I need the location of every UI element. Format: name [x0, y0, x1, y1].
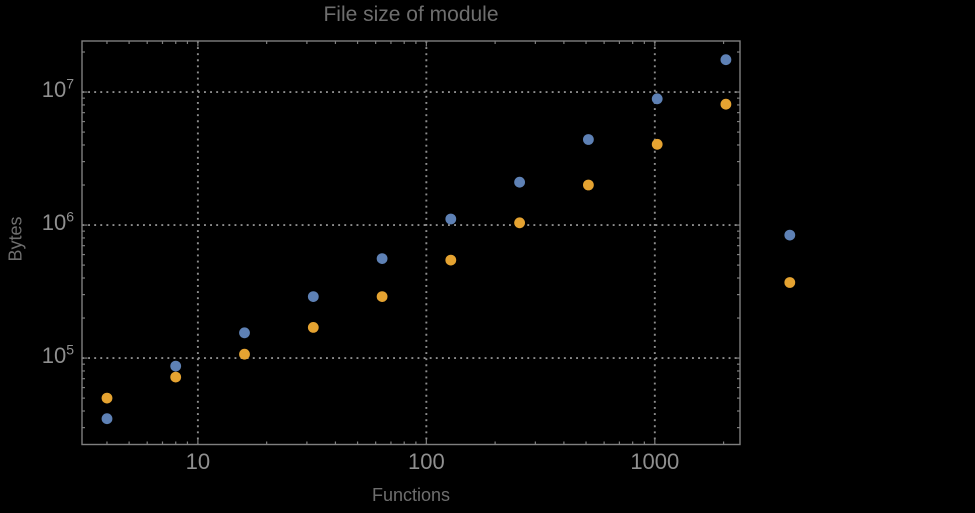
y-tick-label: 106 — [41, 208, 74, 236]
data-point-blue — [101, 413, 113, 425]
data-point-orange — [307, 322, 319, 333]
data-point-blue — [307, 291, 319, 302]
data-point-orange — [583, 179, 594, 191]
data-point-blue — [376, 253, 388, 264]
data-point-blue — [514, 176, 525, 188]
plot-frame — [81, 40, 741, 446]
data-point-blue — [170, 360, 182, 372]
data-point-blue — [784, 229, 796, 241]
data-point-orange — [784, 277, 796, 288]
data-point-orange — [101, 392, 113, 404]
x-tick-label: 10 — [185, 449, 211, 474]
x-axis-label: Functions — [371, 485, 451, 505]
data-point-orange — [651, 138, 663, 150]
y-tick-label: 105 — [41, 341, 74, 369]
data-point-blue — [651, 93, 663, 105]
data-point-orange — [445, 254, 457, 266]
data-point-orange — [720, 98, 732, 110]
data-point-orange — [239, 348, 250, 360]
data-point-blue — [720, 54, 732, 66]
x-tick-label: 1000 — [630, 449, 680, 474]
y-tick-label: 107 — [41, 75, 74, 103]
chart-title: File size of module — [323, 3, 499, 26]
data-point-blue — [239, 327, 250, 339]
data-point-blue — [445, 213, 457, 225]
data-point-blue — [583, 134, 594, 145]
data-point-orange — [514, 217, 525, 229]
data-point-orange — [376, 291, 388, 302]
data-point-orange — [170, 371, 182, 383]
x-tick-label: 100 — [407, 449, 445, 474]
